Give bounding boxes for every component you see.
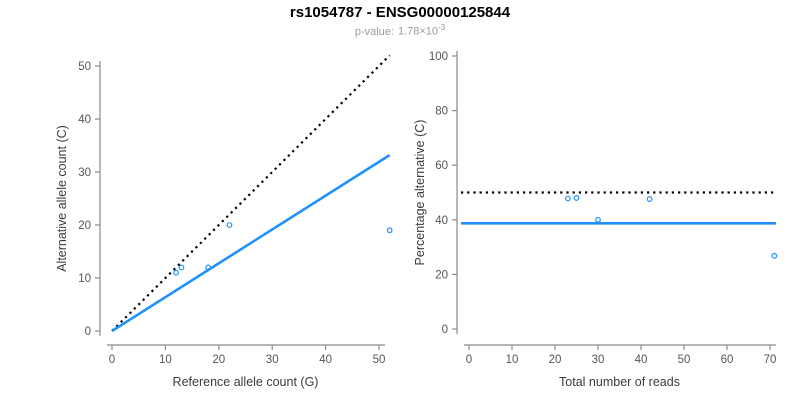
data-point xyxy=(205,264,212,271)
y-tick-label: 100 xyxy=(429,51,448,63)
data-point xyxy=(386,227,393,234)
x-tick-label: 70 xyxy=(764,354,777,366)
pvalue-exponent: -3 xyxy=(438,23,446,32)
x-tick-label: 40 xyxy=(319,354,332,366)
data-point xyxy=(771,252,778,259)
regression-line xyxy=(111,153,391,333)
figure-subtitle: p-value: 1.78×10-3 xyxy=(0,23,800,38)
y-tick-label: 20 xyxy=(78,220,91,232)
y-tick-label: 10 xyxy=(78,273,91,285)
y-tick-label: 50 xyxy=(78,61,91,73)
x-tick-label: 40 xyxy=(635,354,648,366)
data-point xyxy=(565,195,571,202)
x-tick-label: 30 xyxy=(266,354,279,366)
y-tick-label: 20 xyxy=(435,269,448,281)
pvalue-label: p-value: xyxy=(354,25,394,38)
x-tick-label: 50 xyxy=(678,354,691,366)
x-tick-label: 20 xyxy=(549,354,562,366)
x-tick-label: 30 xyxy=(592,354,605,366)
data-point xyxy=(573,195,580,201)
x-tick-label: 0 xyxy=(109,354,115,366)
y-tick-label: 60 xyxy=(435,160,448,172)
x-tick-label: 50 xyxy=(373,354,386,366)
identity-line xyxy=(111,54,391,332)
data-point xyxy=(595,216,601,223)
y-tick-label: 80 xyxy=(435,106,448,118)
y-tick-label: 0 xyxy=(442,324,448,336)
y-axis-title: Percentage alternative (C) xyxy=(413,120,427,266)
y-tick-label: 40 xyxy=(78,114,91,126)
data-point xyxy=(178,264,185,271)
percentage-plot: 0 10 20 30 40 50 60 70 0 20 40 60 80 100 Total number … xyxy=(413,51,778,389)
pvalue-base: 1.78×10 xyxy=(397,25,439,38)
x-tick-label: 60 xyxy=(721,354,734,366)
y-tick-label: 40 xyxy=(435,215,448,227)
x-tick-label: 10 xyxy=(159,354,172,366)
x-tick-label: 10 xyxy=(506,354,519,366)
allele-count-plot: 0 10 20 30 40 50 0 10 20 30 40 50 Reference allele c… xyxy=(55,54,393,389)
data-point xyxy=(173,269,179,276)
x-axis-title: Total number of reads xyxy=(559,375,680,389)
x-tick-label: 20 xyxy=(212,354,225,366)
y-tick-label: 0 xyxy=(85,326,91,338)
data-point xyxy=(646,196,653,202)
x-axis-title: Reference allele count (G) xyxy=(173,375,319,389)
y-tick-label: 30 xyxy=(78,167,91,179)
data-point xyxy=(226,222,233,228)
x-tick-label: 0 xyxy=(466,354,472,366)
y-axis-title: Alternative allele count (C) xyxy=(55,125,69,272)
figure-title: rs1054787 - ENSG00000125844 xyxy=(289,4,511,21)
